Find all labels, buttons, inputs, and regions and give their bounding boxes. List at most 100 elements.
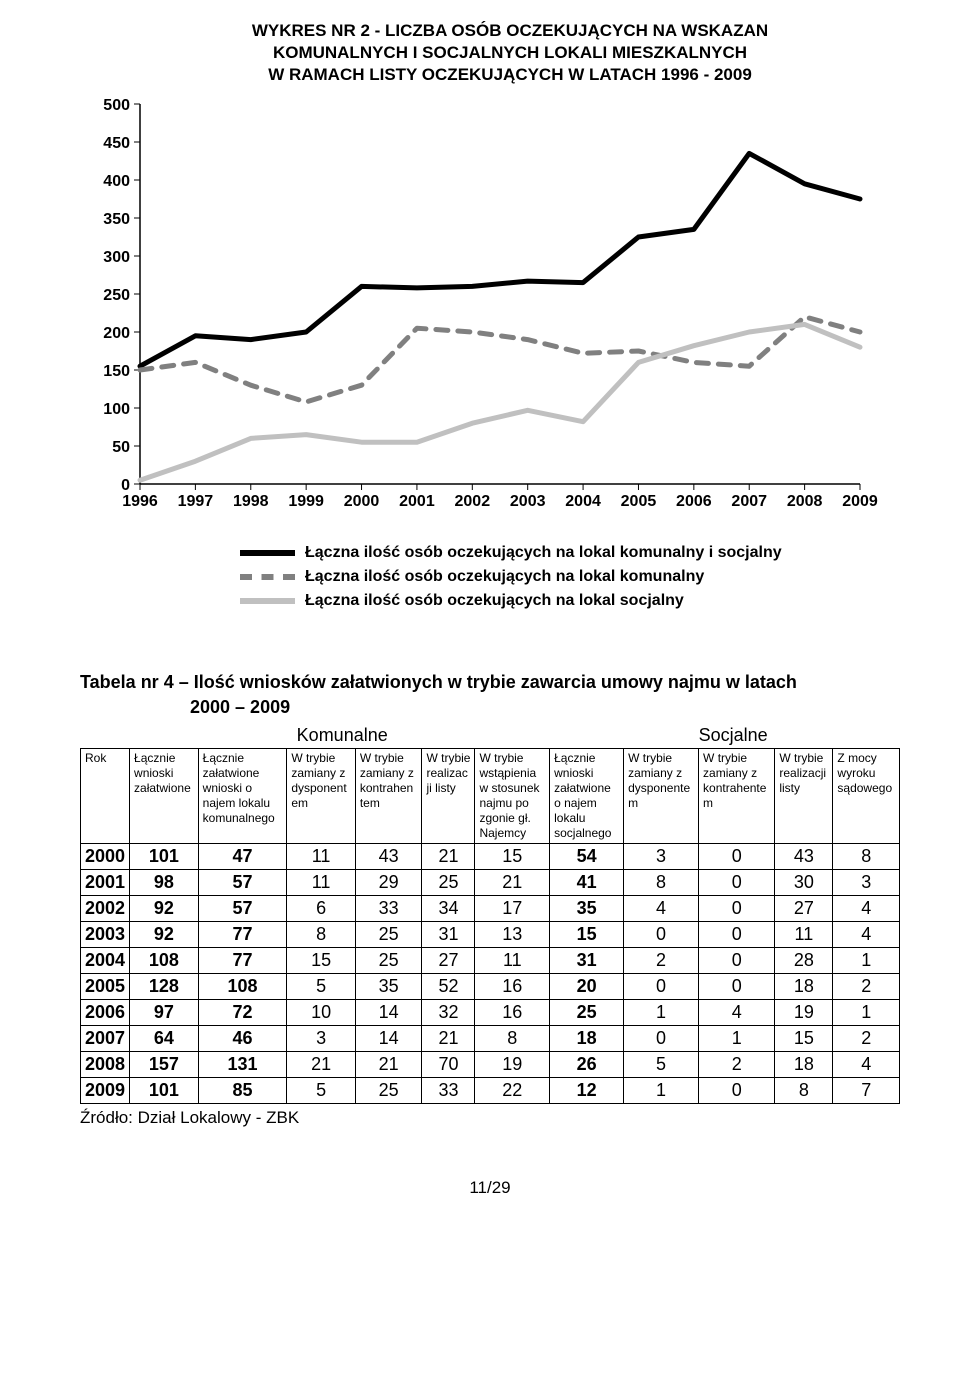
table-col-header: Łącznie załatwione wnioski o najem lokal… — [198, 748, 287, 843]
table-cell: 8 — [624, 869, 699, 895]
table-cell: 72 — [198, 999, 287, 1025]
table-cell: 31 — [422, 921, 475, 947]
table-cell: 54 — [550, 843, 624, 869]
table-cell: 11 — [287, 843, 356, 869]
table-caption-sub: 2000 – 2009 — [190, 695, 900, 720]
table-cell: 0 — [699, 1077, 775, 1103]
table-cell: 57 — [198, 895, 287, 921]
svg-text:250: 250 — [103, 287, 130, 304]
table-cell: 1 — [833, 999, 900, 1025]
table-cell: 7 — [833, 1077, 900, 1103]
table-cell: 14 — [355, 1025, 422, 1051]
table-source: Źródło: Dział Lokalowy - ZBK — [80, 1108, 900, 1128]
table-cell: 4 — [833, 895, 900, 921]
svg-text:2004: 2004 — [565, 493, 601, 510]
chart-legend: Łączna ilość osób oczekujących na lokal … — [240, 544, 900, 610]
table-cell: 25 — [550, 999, 624, 1025]
chart-title: WYKRES NR 2 - LICZBA OSÓB OCZEKUJĄCYCH N… — [120, 20, 900, 86]
table-cell: 26 — [550, 1051, 624, 1077]
table-cell: 2005 — [81, 973, 130, 999]
table-cell: 5 — [287, 1077, 356, 1103]
table-cell: 0 — [699, 921, 775, 947]
table-cell: 27 — [422, 947, 475, 973]
table-cell: 2002 — [81, 895, 130, 921]
table-cell: 108 — [198, 973, 287, 999]
table-cell: 157 — [130, 1051, 199, 1077]
svg-text:2000: 2000 — [344, 493, 380, 510]
table-cell: 52 — [422, 973, 475, 999]
table-cell: 5 — [624, 1051, 699, 1077]
svg-text:0: 0 — [121, 477, 130, 494]
data-table: RokŁącznie wnioski załatwioneŁącznie zał… — [80, 748, 900, 1104]
table-cell: 25 — [422, 869, 475, 895]
legend-item: Łączna ilość osób oczekujących na lokal … — [240, 544, 900, 562]
table-cell: 13 — [475, 921, 550, 947]
table-col-header: W trybie zamiany z dysponente m — [624, 748, 699, 843]
table-cell: 0 — [699, 973, 775, 999]
table-cell: 8 — [287, 921, 356, 947]
table-cell: 57 — [198, 869, 287, 895]
svg-text:100: 100 — [103, 401, 130, 418]
table-cell: 11 — [287, 869, 356, 895]
table-cell: 18 — [775, 973, 833, 999]
table-cell: 2000 — [81, 843, 130, 869]
chart-title-line1: WYKRES NR 2 - LICZBA OSÓB OCZEKUJĄCYCH N… — [252, 21, 768, 40]
table-cell: 3 — [833, 869, 900, 895]
legend-label: Łączna ilość osób oczekujących na lokal … — [305, 568, 704, 586]
table-cell: 35 — [355, 973, 422, 999]
table-cell: 92 — [130, 895, 199, 921]
table-cell: 2008 — [81, 1051, 130, 1077]
table-row: 2003927782531131500114 — [81, 921, 900, 947]
table-cell: 12 — [550, 1077, 624, 1103]
table-cell: 108 — [130, 947, 199, 973]
table-cell: 27 — [775, 895, 833, 921]
table-cell: 85 — [198, 1077, 287, 1103]
table-cell: 28 — [775, 947, 833, 973]
chart-title-line2: KOMUNALNYCH I SOCJALNYCH LOKALI MIESZKAL… — [273, 43, 747, 62]
svg-text:400: 400 — [103, 173, 130, 190]
svg-text:50: 50 — [112, 439, 130, 456]
legend-swatch — [240, 598, 295, 604]
legend-item: Łączna ilość osób oczekujących na lokal … — [240, 592, 900, 610]
line-chart: 0501001502002503003504004505001996199719… — [80, 94, 880, 514]
table-col-header: W trybie zamiany z dysponent em — [287, 748, 356, 843]
svg-text:150: 150 — [103, 363, 130, 380]
table-cell: 8 — [775, 1077, 833, 1103]
svg-text:2007: 2007 — [731, 493, 767, 510]
svg-text:450: 450 — [103, 135, 130, 152]
table-cell: 101 — [130, 1077, 199, 1103]
table-cell: 35 — [550, 895, 624, 921]
table-cell: 18 — [775, 1051, 833, 1077]
table-cell: 22 — [475, 1077, 550, 1103]
table-row: 200010147114321155430438 — [81, 843, 900, 869]
table-cell: 18 — [550, 1025, 624, 1051]
table-cell: 131 — [198, 1051, 287, 1077]
table-caption-main: Tabela nr 4 – Ilość wniosków załatwionyc… — [80, 672, 797, 692]
table-cell: 33 — [355, 895, 422, 921]
table-cell: 2 — [833, 973, 900, 999]
table-cell: 0 — [624, 921, 699, 947]
table-cell: 41 — [550, 869, 624, 895]
svg-text:2002: 2002 — [455, 493, 491, 510]
table-col-header: Z mocy wyroku sądowego — [833, 748, 900, 843]
table-cell: 0 — [624, 973, 699, 999]
table-cell: 25 — [355, 921, 422, 947]
table-cell: 15 — [475, 843, 550, 869]
table-cell: 25 — [355, 1077, 422, 1103]
table-cell: 30 — [775, 869, 833, 895]
group-header-socjalne: Socjalne — [566, 725, 900, 746]
table-cell: 4 — [699, 999, 775, 1025]
table-cell: 5 — [287, 973, 356, 999]
table-col-header: Rok — [81, 748, 130, 843]
table-row: 20019857112925214180303 — [81, 869, 900, 895]
table-cell: 46 — [198, 1025, 287, 1051]
table-cell: 0 — [699, 843, 775, 869]
chart-svg: 0501001502002503003504004505001996199719… — [80, 94, 880, 514]
svg-text:500: 500 — [103, 97, 130, 114]
table-cell: 10 — [287, 999, 356, 1025]
table-cell: 2001 — [81, 869, 130, 895]
table-cell: 16 — [475, 973, 550, 999]
svg-text:2003: 2003 — [510, 493, 546, 510]
svg-text:2009: 2009 — [842, 493, 878, 510]
table-row: 200764463142181801152 — [81, 1025, 900, 1051]
